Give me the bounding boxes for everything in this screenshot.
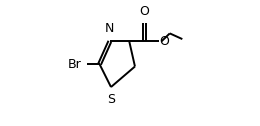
Text: Br: Br — [68, 58, 82, 71]
Text: O: O — [139, 5, 149, 18]
Text: O: O — [159, 35, 169, 48]
Text: S: S — [107, 93, 115, 106]
Text: N: N — [105, 22, 114, 35]
